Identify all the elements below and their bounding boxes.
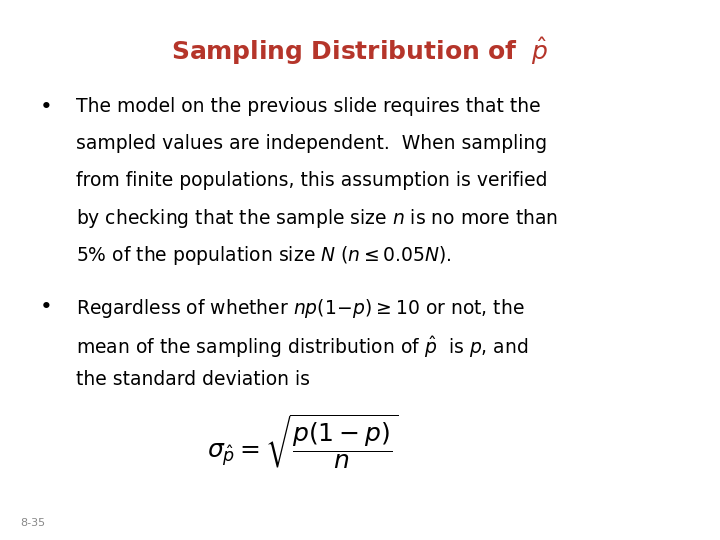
Text: 8-35: 8-35 [20,518,45,528]
Text: the standard deviation is: the standard deviation is [76,370,310,389]
Text: mean of the sampling distribution of $\hat{p}$  is $p$, and: mean of the sampling distribution of $\h… [76,334,528,360]
Text: from finite populations, this assumption is verified: from finite populations, this assumption… [76,171,547,190]
Text: 5% of the population size $N$ ($n \leq 0.05N$).: 5% of the population size $N$ ($n \leq 0… [76,244,451,267]
Text: $\sigma_{\hat{p}} = \sqrt{\dfrac{p(1-p)}{n}}$: $\sigma_{\hat{p}} = \sqrt{\dfrac{p(1-p)}… [207,413,398,471]
Text: The model on the previous slide requires that the: The model on the previous slide requires… [76,97,540,116]
Text: $\mathbf{Sampling\ Distribution\ of}\ \ \hat{p}$: $\mathbf{Sampling\ Distribution\ of}\ \ … [171,35,549,67]
Text: Regardless of whether $np(1\!-\!p) \geq 10$ or not, the: Regardless of whether $np(1\!-\!p) \geq … [76,297,524,320]
Text: sampled values are independent.  When sampling: sampled values are independent. When sam… [76,134,546,153]
Text: •: • [40,297,53,317]
Text: by checking that the sample size $n$ is no more than: by checking that the sample size $n$ is … [76,207,557,231]
Text: •: • [40,97,53,117]
